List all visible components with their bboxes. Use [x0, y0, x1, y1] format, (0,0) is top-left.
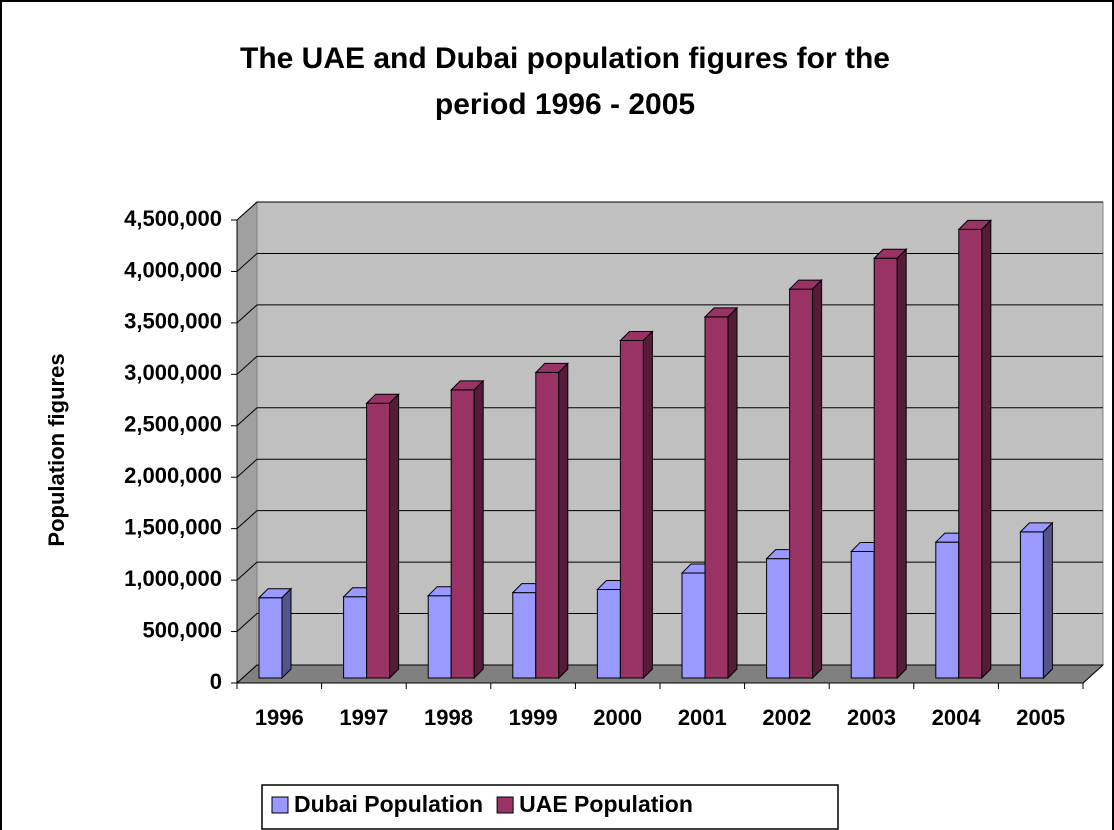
bar	[257, 587, 293, 680]
bar	[703, 306, 739, 680]
y-tick-label: 1,000,000	[124, 566, 222, 591]
y-tick-label: 0	[210, 669, 222, 694]
bar	[449, 379, 485, 680]
y-tick-label: 4,500,000	[124, 206, 222, 231]
legend-swatch	[496, 796, 514, 814]
y-tick-label: 2,500,000	[124, 412, 222, 437]
side-wall	[236, 200, 258, 685]
bar-front	[343, 596, 368, 679]
x-tick-label: 2001	[678, 705, 727, 730]
legend-label: UAE Population	[519, 791, 693, 817]
bar-front	[258, 597, 283, 679]
bar-front	[766, 558, 791, 679]
legend: Dubai Population UAE Population	[261, 784, 839, 830]
y-tick-label: 4,000,000	[124, 257, 222, 282]
y-tick-label: 2,000,000	[124, 463, 222, 488]
bar-side	[558, 362, 569, 680]
bar	[365, 393, 400, 680]
x-tick-label: 2000	[593, 705, 642, 730]
legend-label: Dubai Population	[294, 791, 483, 817]
bar	[872, 248, 908, 680]
bar-side	[812, 278, 823, 680]
chart-title: The UAE and Dubai population figures for…	[240, 42, 890, 75]
x-tick-label: 2005	[1016, 705, 1065, 730]
bar	[957, 219, 993, 680]
bar-front	[704, 316, 729, 679]
y-tick-label: 1,500,000	[124, 514, 222, 539]
bar-front	[935, 541, 960, 679]
bar-front	[958, 228, 983, 679]
x-tick-label: 2002	[762, 705, 811, 730]
x-tick-label: 2004	[932, 705, 982, 730]
bar-side	[642, 330, 653, 680]
bar-front	[450, 389, 475, 679]
bar-front	[873, 257, 898, 679]
grid-line	[236, 201, 1103, 221]
bar	[534, 362, 570, 680]
bar-front	[535, 371, 560, 679]
legend-swatch	[271, 796, 289, 814]
bar-front	[681, 572, 706, 679]
bar-front	[789, 288, 814, 679]
bar-front	[427, 595, 452, 679]
bar-side	[896, 248, 907, 680]
chart-subtitle: period 1996 - 2005	[435, 88, 695, 121]
bar-front	[596, 589, 621, 679]
x-tick-label: 1997	[339, 705, 388, 730]
grid-line	[236, 252, 1103, 272]
x-tick-label: 1996	[255, 705, 304, 730]
y-tick-label: 500,000	[142, 617, 222, 642]
x-tick-label: 1998	[424, 705, 473, 730]
x-tick-label: 1999	[509, 705, 558, 730]
x-tick-label: 2003	[847, 705, 896, 730]
bar-side	[389, 393, 400, 680]
plot-area: 0 500,000 1,000,000 1,500,000 2,000,000 2,500…	[124, 200, 1105, 730]
y-tick-label: 3,500,000	[124, 309, 222, 334]
legend-box	[261, 784, 839, 830]
bar-side	[473, 379, 484, 680]
bar-side	[727, 306, 738, 680]
bar-front	[619, 340, 644, 679]
bar-front	[366, 402, 391, 679]
y-tick-label: 3,000,000	[124, 360, 222, 385]
bar-front	[512, 592, 537, 679]
bar	[1019, 521, 1054, 680]
bar-side	[281, 587, 292, 680]
bar-front	[1019, 531, 1044, 679]
bar	[619, 330, 654, 680]
bar-side	[981, 219, 992, 680]
bar-side	[1042, 521, 1053, 680]
x-axis-depth	[1082, 664, 1104, 684]
bar-front	[850, 550, 875, 679]
y-axis-label: Population figures	[44, 353, 69, 546]
bar	[788, 278, 823, 680]
